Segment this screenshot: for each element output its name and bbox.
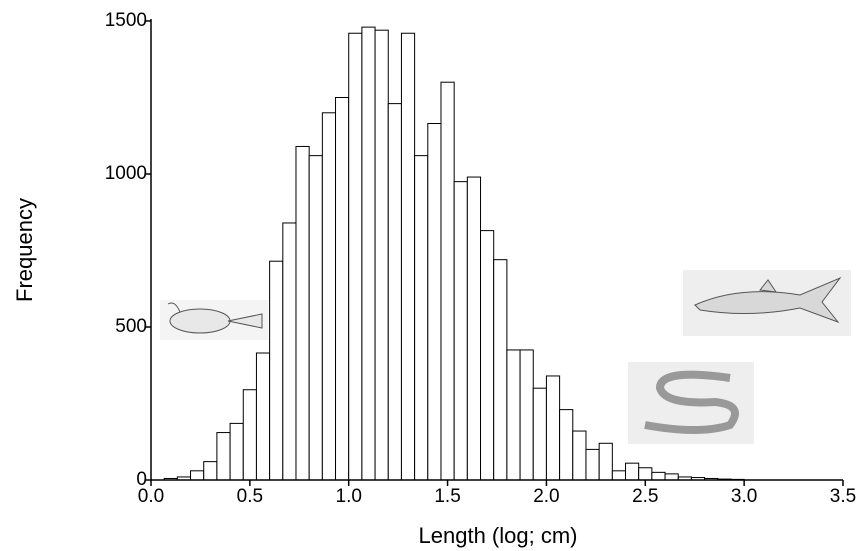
bar [400,32,416,481]
bar [414,155,429,481]
y-axis-title: Frequency [12,198,37,302]
bar [506,349,521,481]
bar [269,260,284,481]
bar [493,259,508,481]
bar [308,155,323,481]
x-tick-label: 3.5 [830,486,856,507]
bar [545,375,561,481]
x-tick-label: 0.0 [138,486,164,507]
bar [282,222,297,481]
x-tick-label: 2.0 [533,486,559,507]
bar [295,145,310,481]
x-tick-label: 1.0 [336,486,362,507]
bar [361,26,376,481]
bar [229,422,244,481]
bar [519,349,534,481]
y-tick-label: 0 [136,469,147,490]
bar [664,473,679,481]
x-tick-label: 2.5 [632,486,658,507]
bar [466,176,482,481]
bar [335,97,350,481]
y-tick-label: 1000 [105,163,147,184]
angler-fish-illustration [160,300,268,340]
bar [638,467,653,481]
bar [374,29,389,481]
bar [242,389,257,481]
bar [611,470,627,481]
bar [255,352,271,481]
x-tick-label: 1.5 [434,486,460,507]
y-tick-label: 1500 [105,10,147,31]
bar [348,32,363,481]
bar [651,471,666,481]
bar [453,181,468,481]
bar [203,461,218,481]
bar [532,387,547,481]
bar [598,442,613,481]
bar [480,230,495,481]
bar [625,462,640,481]
bar [321,112,337,481]
x-tick-label: 0.5 [237,486,263,507]
bar [427,123,442,481]
bar [190,470,205,481]
x-tick-label: 3.0 [731,486,757,507]
bar [572,430,587,481]
y-tick-label: 500 [115,316,147,337]
shark-illustration [683,270,851,336]
x-axis-title: Length (log; cm) [419,523,578,548]
bar [585,448,600,481]
eel-illustration [628,362,754,444]
bar [559,409,574,481]
bar [216,432,231,481]
bar [387,103,402,481]
bar [440,81,455,481]
